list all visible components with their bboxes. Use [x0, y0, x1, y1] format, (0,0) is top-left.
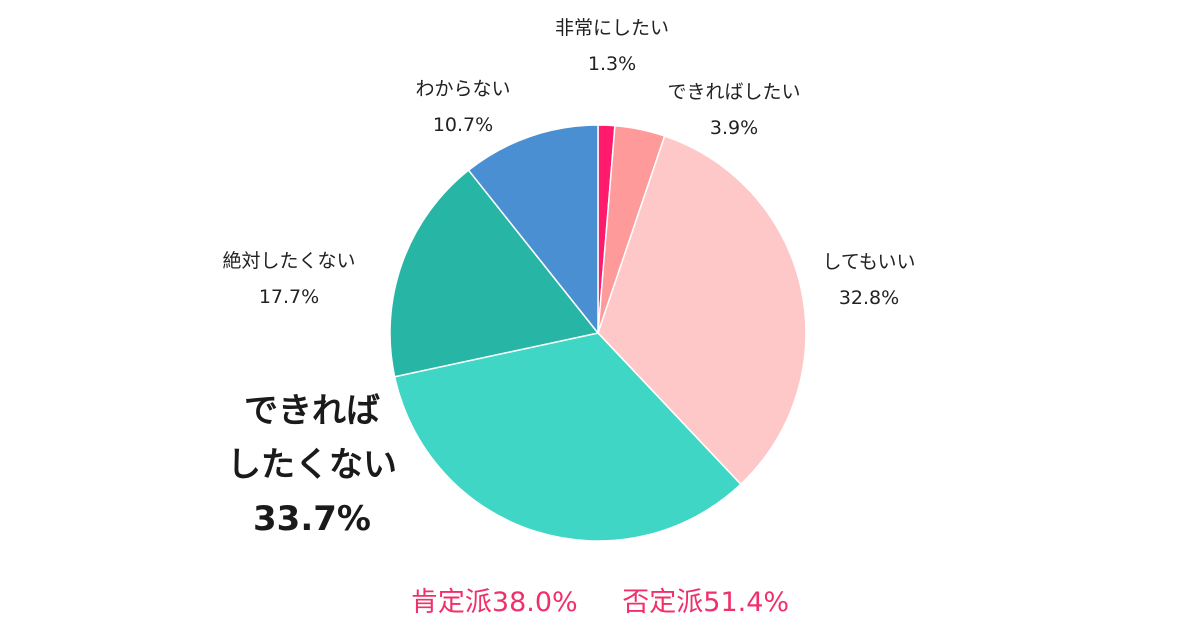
- summary-negative: 否定派51.4%: [622, 587, 790, 618]
- label-hijou-ni-shitai: 非常にしたい 1.3%: [554, 17, 670, 75]
- label-shitemo-ii: してもいい 32.8%: [822, 251, 916, 309]
- pie-slice-2: [597, 135, 807, 486]
- summary-line: 肯定派38.0% 否定派51.4%: [0, 580, 1200, 619]
- label-dekireba-shitakunai: できれば したくない 33.7%: [227, 391, 397, 539]
- label-dekireba-shitai: できればしたい 3.9%: [667, 81, 801, 139]
- pie-slice-4: [389, 169, 600, 378]
- pie-slice-5: [467, 124, 599, 336]
- summary-positive: 肯定派38.0%: [410, 587, 578, 618]
- pie-slice-3: [393, 332, 742, 542]
- label-zettai-shitakunai: 絶対したくない 17.7%: [222, 250, 356, 308]
- label-wakaranai: わからない 10.7%: [415, 78, 511, 136]
